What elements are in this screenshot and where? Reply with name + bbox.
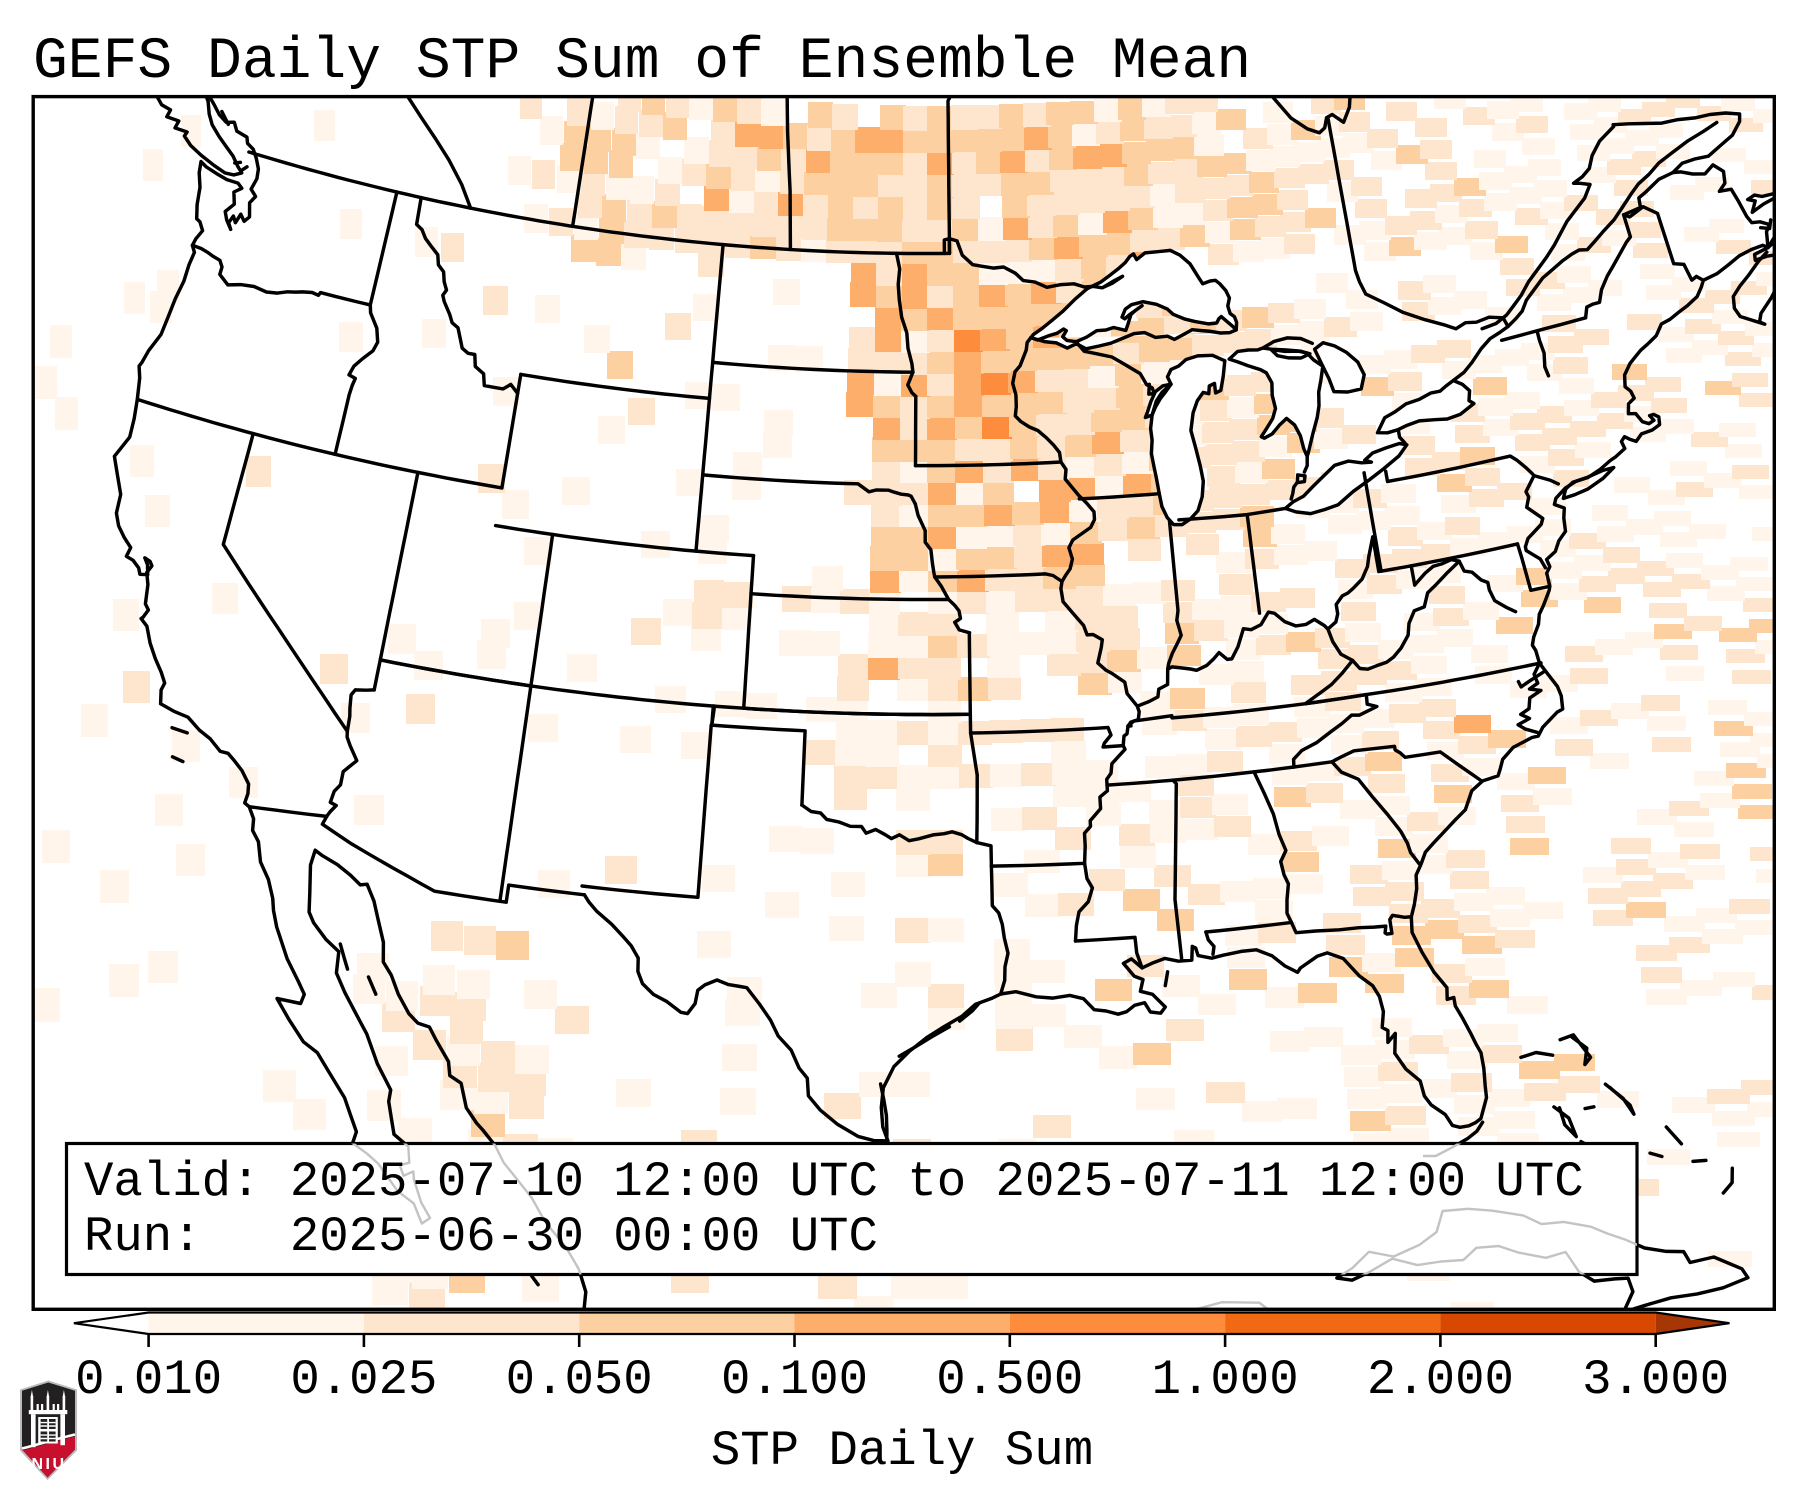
svg-text:2.000: 2.000 bbox=[1367, 1352, 1514, 1408]
svg-text:Run: 2025-06-30 00:00 UTC: Run: 2025-06-30 00:00 UTC bbox=[84, 1209, 878, 1265]
svg-text:0.050: 0.050 bbox=[506, 1352, 653, 1408]
svg-text:0.025: 0.025 bbox=[290, 1352, 437, 1408]
svg-text:GEFS Daily STP Sum of Ensemble: GEFS Daily STP Sum of Ensemble Mean bbox=[33, 30, 1251, 95]
svg-text:1.000: 1.000 bbox=[1152, 1352, 1299, 1408]
svg-text:0.010: 0.010 bbox=[75, 1352, 222, 1408]
svg-text:Valid: 2025-07-10 12:00 UTC to: Valid: 2025-07-10 12:00 UTC to 2025-07-1… bbox=[84, 1154, 1584, 1210]
svg-text:0.100: 0.100 bbox=[721, 1352, 868, 1408]
svg-text:NIU: NIU bbox=[31, 1456, 66, 1473]
svg-text:STP Daily Sum: STP Daily Sum bbox=[711, 1423, 1093, 1479]
svg-text:3.000: 3.000 bbox=[1582, 1352, 1729, 1408]
svg-text:0.500: 0.500 bbox=[936, 1352, 1083, 1408]
